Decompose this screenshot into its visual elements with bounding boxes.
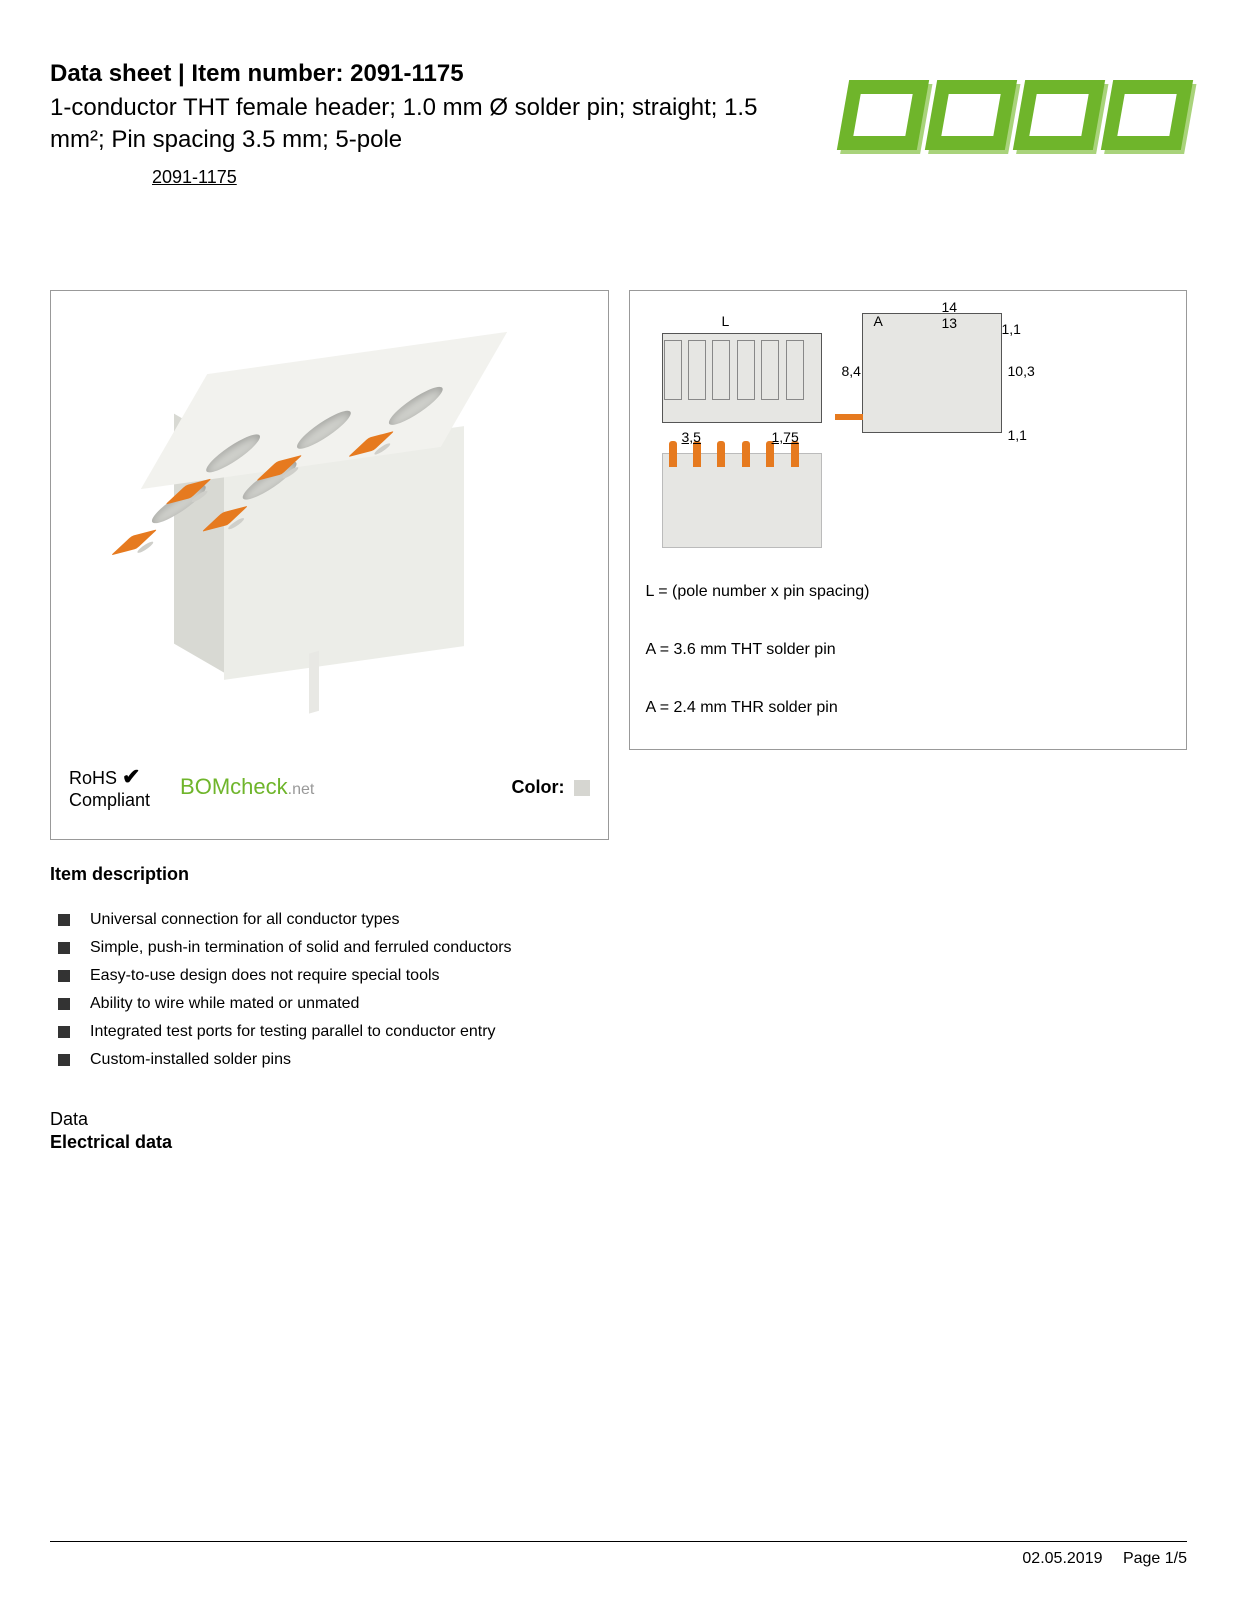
title-prefix: Data sheet | Item number: [50, 60, 350, 87]
logo-glyph-o [1101, 80, 1193, 150]
item-description-heading: Item description [50, 864, 1187, 885]
logo-glyph-a [925, 80, 1017, 150]
formula-L: L = (pole number x pin spacing) [646, 583, 1175, 601]
check-icon: ✔ [122, 764, 140, 789]
bomcheck-suffix: .net [288, 781, 315, 798]
dim-10-3: 10,3 [1008, 363, 1035, 379]
footer-page: Page 1/5 [1123, 1550, 1187, 1567]
rohs-compliant-label: Compliant [69, 790, 150, 810]
render-pin [669, 441, 677, 467]
formula-A-thr: A = 2.4 mm THR solder pin [646, 699, 1175, 717]
render-pin [717, 441, 725, 467]
technical-drawing: L A 14 13 1,1 8,4 10,3 1,1 3,5 1,75 [642, 303, 1175, 563]
product-image-panel: RoHS ✔ Compliant BOMcheck.net Color: [50, 290, 609, 840]
pole-slot [761, 340, 779, 400]
conductor-hole [195, 430, 271, 476]
color-swatch [574, 780, 590, 796]
rohs-label: RoHS [69, 768, 117, 788]
dim-8-4: 8,4 [842, 363, 861, 379]
bomcheck-main: BOMcheck [180, 774, 288, 799]
bottom-render-view [662, 453, 822, 548]
render-pin [742, 441, 750, 467]
rohs-badge: RoHS ✔ Compliant [69, 764, 150, 811]
item-description-list: Universal connection for all conductor t… [50, 911, 1187, 1069]
dim-1-1b: 1,1 [1008, 427, 1027, 443]
panels-row: RoHS ✔ Compliant BOMcheck.net Color: [50, 290, 1187, 840]
color-indicator: Color: [511, 777, 589, 798]
dim-3-5: 3,5 [682, 429, 701, 445]
logo-glyph-g [1013, 80, 1105, 150]
dim-1-75: 1,75 [772, 429, 799, 445]
list-item: Ability to wire while mated or unmated [90, 995, 1187, 1013]
electrical-data-heading: Electrical data [50, 1132, 1187, 1153]
header: Data sheet | Item number: 2091-1175 1-co… [50, 60, 1187, 190]
page-footer: 02.05.2019 Page 1/5 [50, 1541, 1187, 1568]
data-heading: Data [50, 1109, 1187, 1130]
list-item: Simple, push-in termination of solid and… [90, 939, 1187, 957]
wago-logo [827, 60, 1187, 150]
product-description: 1-conductor THT female header; 1.0 mm Ø … [50, 92, 787, 157]
connector-3d-sketch [154, 303, 504, 703]
bomcheck-badge: BOMcheck.net [180, 774, 314, 800]
formula-A-tht: A = 3.6 mm THT solder pin [646, 641, 1175, 659]
conductor-hole [378, 383, 454, 429]
list-item: Custom-installed solder pins [90, 1051, 1187, 1069]
header-text-block: Data sheet | Item number: 2091-1175 1-co… [50, 60, 827, 190]
pole-slot [737, 340, 755, 400]
technical-drawing-panel: L A 14 13 1,1 8,4 10,3 1,1 3,5 1,75 L = … [629, 290, 1188, 750]
list-item: Universal connection for all conductor t… [90, 911, 1187, 929]
title-item-number: 2091-1175 [350, 60, 463, 87]
footer-date: 02.05.2019 [1022, 1550, 1102, 1567]
solder-pin [309, 651, 319, 714]
logo-glyph-w [837, 80, 929, 150]
list-item: Integrated test ports for testing parall… [90, 1023, 1187, 1041]
conductor-hole [287, 406, 363, 452]
list-item: Easy-to-use design does not require spec… [90, 967, 1187, 985]
pole-slot [786, 340, 804, 400]
pole-slot [664, 340, 682, 400]
pole-slot [712, 340, 730, 400]
color-label: Color: [511, 777, 564, 797]
compliance-badges: RoHS ✔ Compliant BOMcheck.net Color: [69, 764, 590, 811]
dim-14: 14 [942, 299, 958, 315]
datasheet-title: Data sheet | Item number: 2091-1175 [50, 60, 787, 88]
dim-13: 13 [942, 315, 958, 331]
side-view [862, 313, 1002, 433]
formula-block: L = (pole number x pin spacing) A = 3.6 … [642, 583, 1175, 717]
dim-L: L [722, 313, 730, 329]
pole-slot [688, 340, 706, 400]
dim-A: A [874, 313, 883, 329]
dim-1-1a: 1,1 [1002, 321, 1021, 337]
front-view [662, 333, 822, 423]
item-number-badge: 2091-1175 [150, 167, 239, 190]
